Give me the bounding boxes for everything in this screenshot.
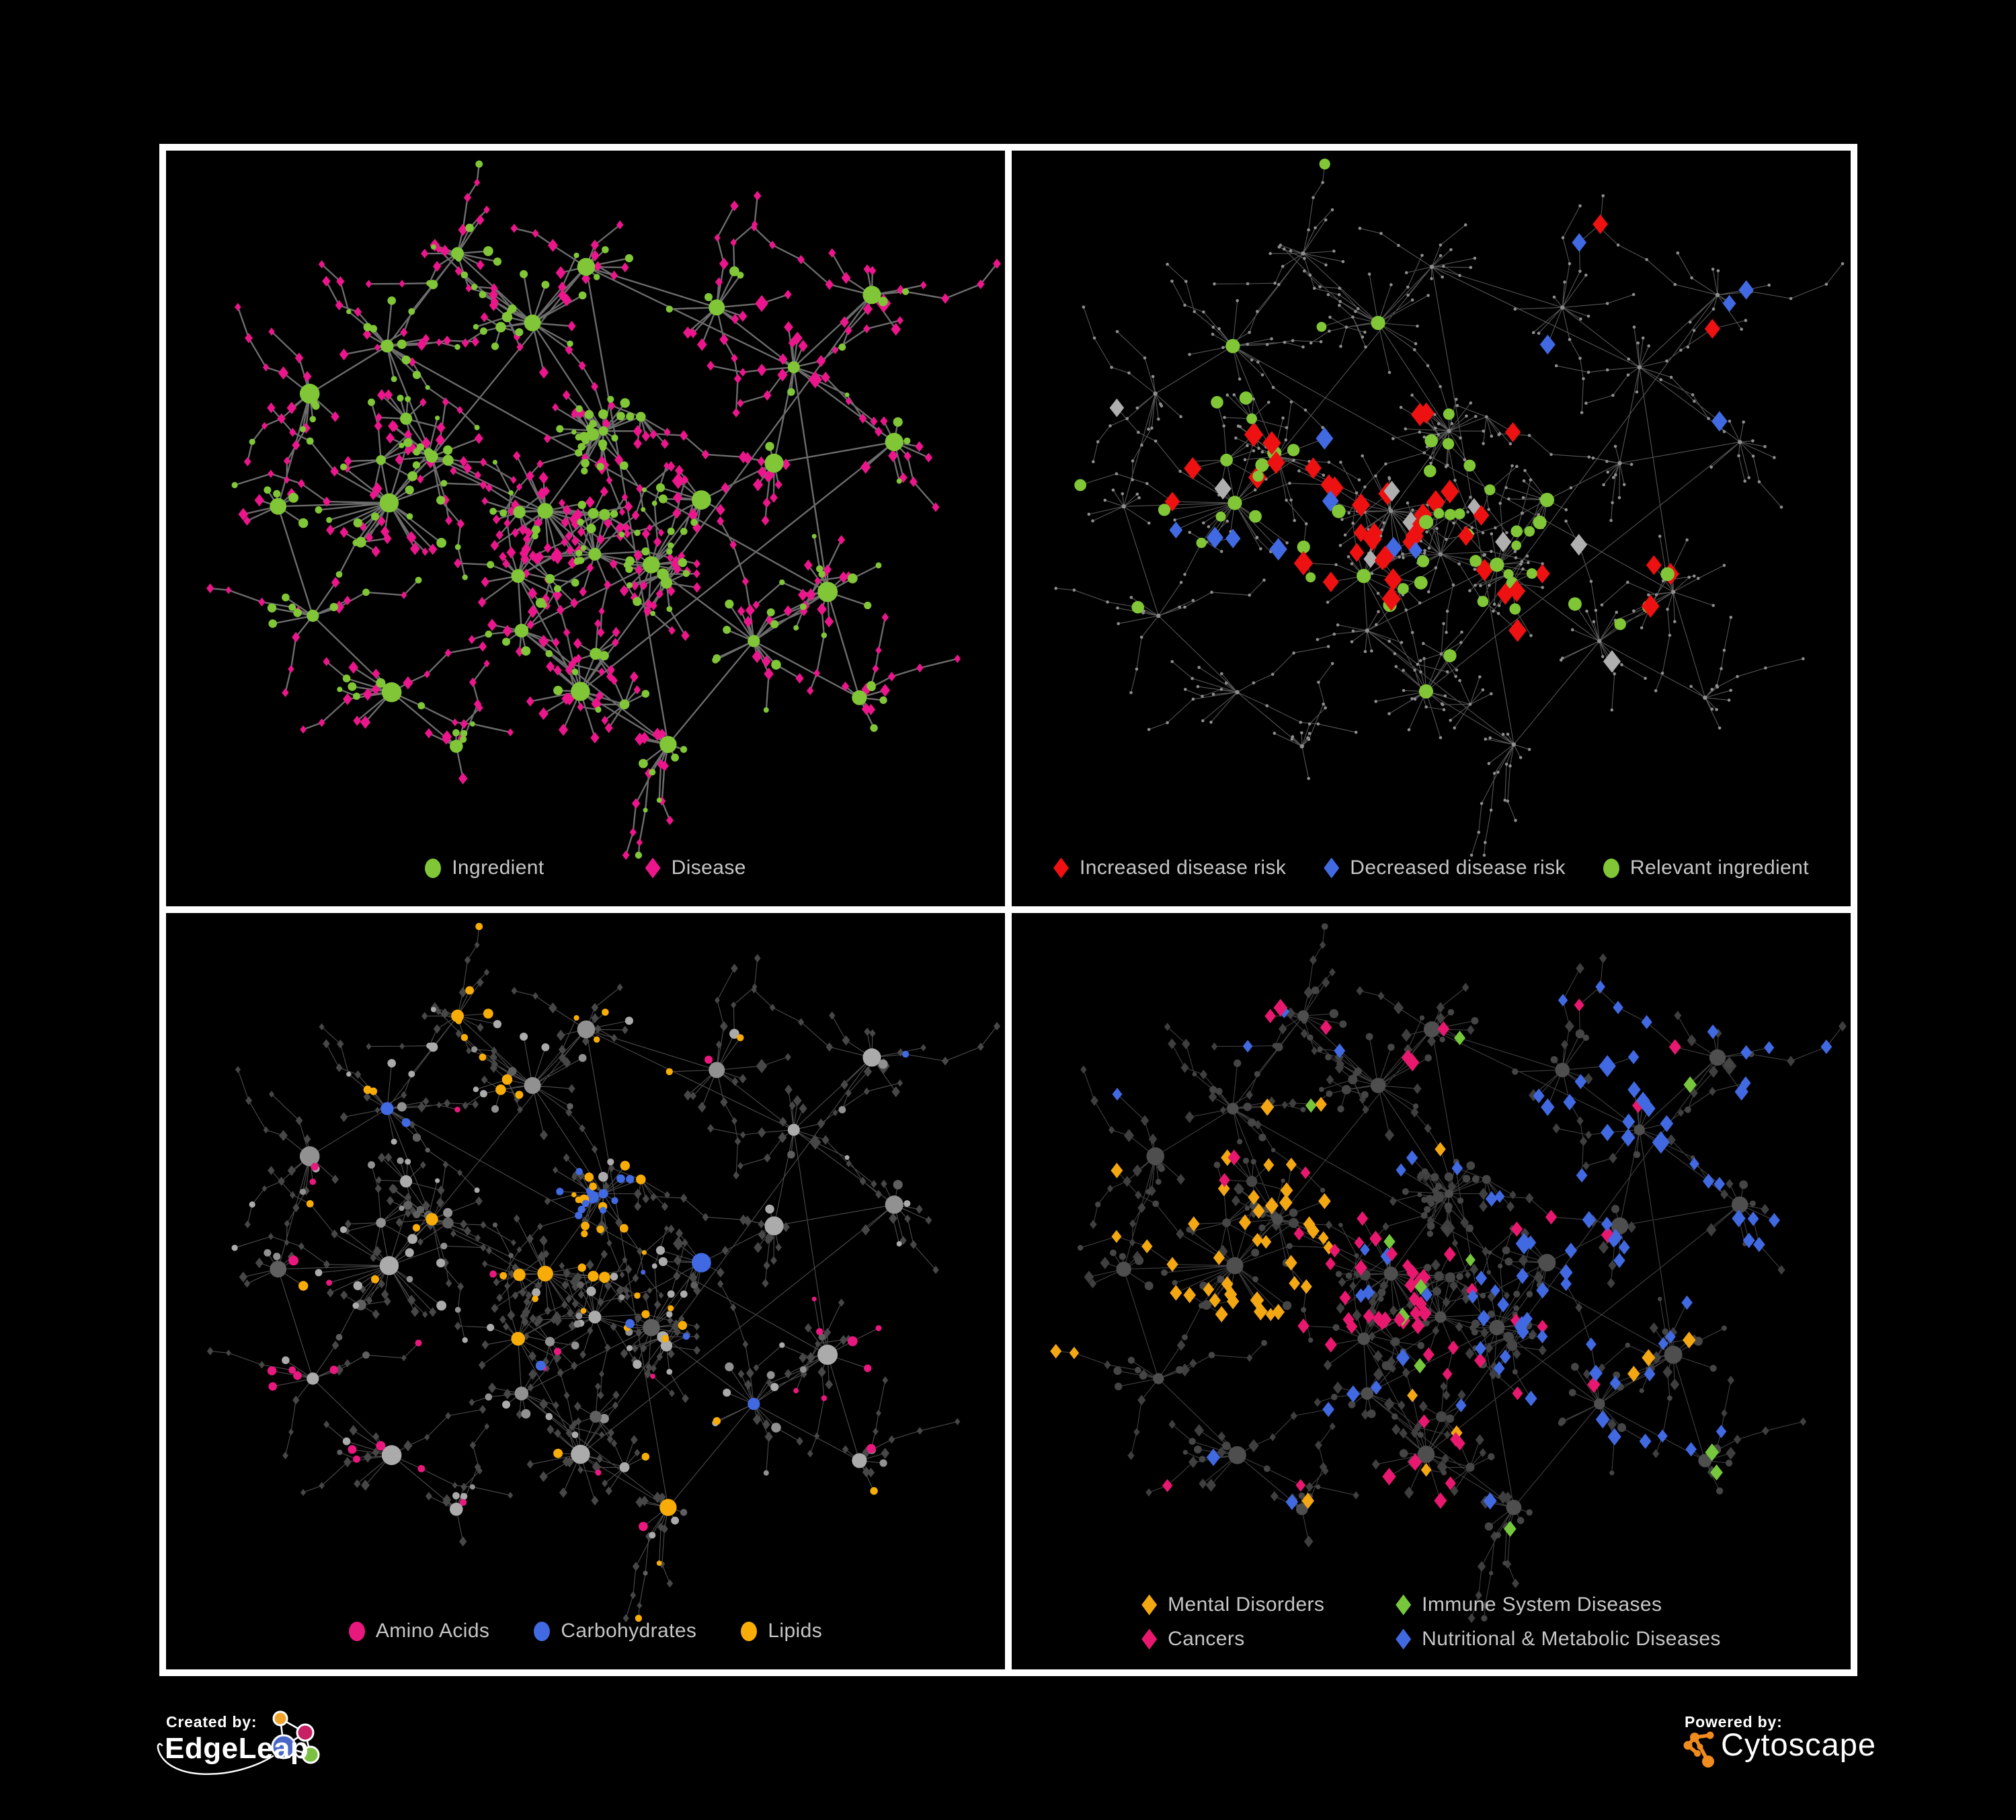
legend-label: Carbohydrates	[561, 1620, 697, 1642]
legend-ingredient-disease: Ingredient Disease	[166, 857, 1005, 879]
legend-label: Mental Disorders	[1168, 1593, 1325, 1616]
legend-label: Relevant ingredient	[1629, 857, 1809, 879]
legend-item: Lipids	[741, 1620, 822, 1643]
disease-risk-network-canvas	[1054, 158, 1845, 857]
decreased-risk-marker-icon	[1324, 857, 1340, 879]
legend-item: Amino Acids	[348, 1620, 490, 1643]
legend-label: Disease	[671, 857, 746, 879]
powered-by-label: Powered by:	[1685, 1713, 1783, 1731]
ingredient-marker-icon	[425, 858, 442, 878]
legend-ingredient-classes: Amino Acids Carbohydrates Lipids	[166, 1620, 1005, 1643]
legend-item: Nutritional & Metabolic Diseases	[1396, 1628, 1721, 1651]
panel-ingredient-classes: Amino Acids Carbohydrates Lipids	[166, 913, 1005, 1669]
legend-label: Cancers	[1168, 1628, 1245, 1650]
ingredient-classes-network-canvas	[206, 922, 1000, 1622]
legend-item: Cancers	[1141, 1628, 1396, 1651]
disease-marker-icon	[645, 857, 661, 879]
edgeleap-wordmark: EdgeLeap	[165, 1732, 309, 1765]
legend-item: Relevant ingredient	[1603, 857, 1809, 879]
relevant-ingredient-marker-icon	[1603, 858, 1619, 878]
legend-item: Increased disease risk	[1053, 857, 1286, 879]
increased-risk-marker-icon	[1053, 857, 1069, 879]
amino-acids-marker-icon	[348, 1621, 365, 1641]
legend-disease-classes: Mental Disorders Immune System Diseases …	[1141, 1593, 1721, 1651]
panel-ingredient-disease: Ingredient Disease	[166, 151, 1005, 906]
legend-item: Carbohydrates	[534, 1620, 696, 1643]
legend-label: Ingredient	[452, 857, 545, 879]
panel-disease-classes: Mental Disorders Immune System Diseases …	[1012, 913, 1851, 1669]
legend-label: Increased disease risk	[1080, 857, 1287, 879]
immune-diseases-marker-icon	[1396, 1594, 1412, 1616]
panel-disease-risk: Increased disease risk Decreased disease…	[1012, 151, 1851, 906]
carbohydrates-marker-icon	[534, 1621, 551, 1641]
cancers-marker-icon	[1141, 1628, 1158, 1650]
disease-classes-network-canvas	[1050, 923, 1847, 1623]
legend-label: Amino Acids	[375, 1620, 490, 1642]
lipids-marker-icon	[741, 1621, 758, 1641]
legend-disease-risk: Increased disease risk Decreased disease…	[1012, 857, 1851, 879]
legend-item: Decreased disease risk	[1324, 857, 1566, 879]
legend-item: Immune System Diseases	[1396, 1593, 1721, 1616]
legend-label: Nutritional & Metabolic Diseases	[1422, 1628, 1721, 1650]
ingredient-disease-network-canvas	[206, 160, 1001, 860]
legend-item: Ingredient	[425, 857, 544, 879]
legend-label: Immune System Diseases	[1422, 1593, 1662, 1616]
edgeleap-logo-icon	[157, 1710, 320, 1776]
cytoscape-logo-icon	[1683, 1731, 1714, 1768]
legend-item: Mental Disorders	[1141, 1593, 1396, 1616]
panel-grid: Ingredient Disease Increased disease ris…	[159, 144, 1857, 1676]
mental-disorders-marker-icon	[1141, 1594, 1158, 1616]
legend-label: Lipids	[768, 1620, 823, 1642]
nutritional-diseases-marker-icon	[1396, 1628, 1412, 1650]
cytoscape-wordmark: Cytoscape	[1721, 1727, 1877, 1762]
legend-item: Disease	[645, 857, 746, 879]
created-by-label: Created by:	[166, 1713, 257, 1731]
legend-label: Decreased disease risk	[1350, 857, 1566, 879]
